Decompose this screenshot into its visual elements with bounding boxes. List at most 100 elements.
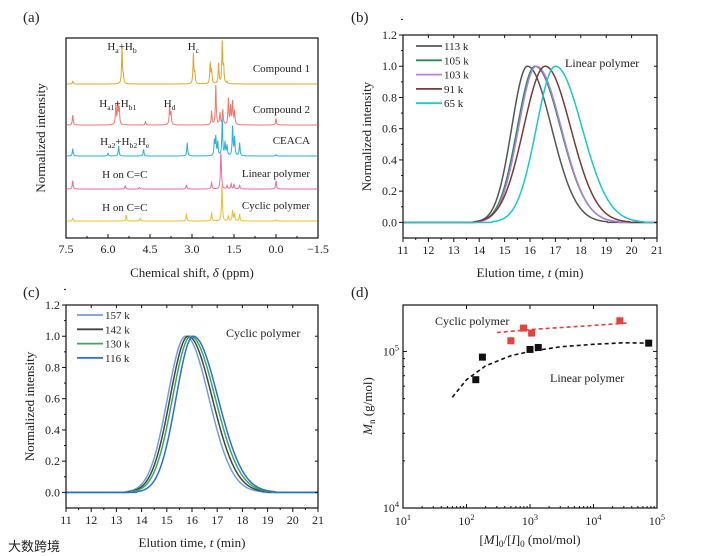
data-point-linear-polymer — [472, 376, 480, 384]
x-tick-label: 18 — [236, 513, 248, 527]
legend-label: 91 k — [444, 84, 464, 96]
peak-annotation: H on C=C — [102, 169, 147, 181]
series-label: Cyclic polymer — [242, 200, 310, 212]
text-segment: (min) — [213, 535, 245, 550]
subscript: e — [146, 141, 150, 150]
text-segment: H — [164, 98, 172, 110]
watermark: 大数跨境 — [8, 539, 60, 554]
x-tick-label: 14 — [473, 243, 485, 257]
text-segment: (ppm) — [219, 265, 254, 280]
y-tick-label: 0.2 — [45, 454, 60, 468]
text-segment: Elution time, — [477, 265, 548, 280]
superscript: 3 — [534, 513, 538, 522]
x-tick-label: 20 — [626, 243, 638, 257]
superscript: 5 — [395, 343, 399, 352]
x-tick-label: 0.0 — [269, 242, 284, 256]
gpc-curve-142k — [66, 335, 318, 494]
gpc-curve-65k — [403, 65, 657, 224]
panel-label: (c) — [23, 285, 40, 301]
x-tick-label: 102 — [458, 513, 474, 528]
x-axis-label: Elution time, t (min) — [139, 535, 246, 550]
series-label: Compound 2 — [253, 104, 310, 116]
legend-label: 113 k — [444, 41, 469, 53]
panel-c: 11 12 13 14 15 16 17 18 19 20 21 0.0 0.2 0.4 0.6 0.8 1.0… — [22, 288, 324, 550]
x-tick-label: 17 — [211, 513, 223, 527]
gpc-curve-116k — [66, 335, 318, 494]
spectrum-line-cyclic-polymer — [67, 184, 317, 222]
panel-a: Compound 1 Compound 2 CEACA Linear polymer C… — [33, 37, 329, 280]
superscript: 1 — [407, 513, 411, 522]
text-segment: H — [188, 41, 196, 53]
y-tick-label: 1.0 — [382, 59, 397, 73]
gpc-curve-157k — [66, 335, 318, 494]
text-segment: [ — [479, 532, 483, 547]
text-segment: t — [210, 535, 214, 550]
x-tick-label: 3.0 — [185, 242, 200, 256]
y-tick-label: 104 — [383, 500, 400, 515]
peak-annotation: Ha+Hb — [107, 41, 137, 55]
text-segment: +H — [114, 98, 128, 110]
series-label: CEACA — [273, 135, 310, 147]
peak-annotation: Hd — [164, 98, 176, 112]
x-tick-label: 105 — [649, 513, 665, 528]
panel-label: (b) — [351, 10, 369, 26]
data-point-linear-polymer — [534, 343, 542, 351]
legend-label: 142 k — [105, 324, 130, 336]
legend-label: 116 k — [105, 353, 130, 365]
panel-label: (a) — [23, 10, 40, 26]
text-segment: H — [99, 98, 107, 110]
text-segment: H — [100, 136, 108, 148]
subscript: n — [367, 419, 377, 424]
text-segment: Chemical shift, — [130, 265, 213, 280]
data-point-cyclic-polymer — [616, 317, 624, 325]
peak-annotation: Ha1+Hb1 — [99, 98, 136, 112]
y-tick-label: 1.0 — [45, 329, 60, 343]
data-point-linear-polymer — [645, 339, 653, 347]
text-segment: 10 — [649, 514, 661, 528]
x-tick-label: −1.5 — [307, 242, 329, 256]
subscript: 0 — [520, 539, 525, 549]
data-point-cyclic-polymer — [507, 337, 515, 345]
y-axis-label: Normalized intensity — [359, 81, 374, 191]
x-tick-label: 6.0 — [101, 242, 116, 256]
y-tick-label: 0.4 — [382, 153, 397, 167]
y-tick-label: 105 — [383, 343, 399, 358]
y-axis-label: Mn (g/mol) — [360, 377, 377, 436]
gpc-curve-130k — [66, 335, 318, 494]
y-tick-label: 0.4 — [45, 423, 60, 437]
y-tick-label: 0.2 — [382, 184, 397, 198]
x-tick-label: 18 — [575, 243, 587, 257]
subscript: a — [115, 46, 119, 55]
legend-label: 157 k — [105, 310, 130, 322]
superscript: 4 — [597, 513, 602, 522]
y-axis-label: Normalized intensity — [22, 351, 37, 461]
x-tick-label: 4.5 — [143, 242, 158, 256]
y-axis-label: Normalized intensity — [33, 83, 48, 193]
x-tick-label: 16 — [186, 513, 198, 527]
x-tick-label: 19 — [262, 513, 274, 527]
y-tick-label: 1.2 — [382, 28, 397, 42]
x-tick-label: 103 — [522, 513, 538, 528]
x-tick-label: 101 — [395, 513, 411, 528]
peak-annotation: He — [138, 136, 150, 150]
subscript: d — [172, 103, 176, 112]
x-tick-label: 7.5 — [59, 242, 74, 256]
text-segment: 10 — [585, 514, 597, 528]
text-segment: δ — [213, 265, 220, 280]
data-point-linear-polymer — [526, 345, 534, 353]
x-tick-label: 13 — [110, 513, 122, 527]
text-segment: H on C=C — [102, 202, 147, 214]
x-tick-label: 19 — [600, 243, 612, 257]
x-tick-label: 1.5 — [227, 242, 242, 256]
x-tick-label: 11 — [60, 513, 72, 527]
series-label: Compound 1 — [253, 63, 310, 75]
text-segment: M — [360, 423, 375, 436]
y-tick-label: 0.8 — [45, 360, 60, 374]
series-label-linear: Linear polymer — [550, 371, 624, 385]
subscript: b — [133, 46, 137, 55]
x-axis-label: Elution time, t (min) — [477, 265, 584, 280]
y-tick-label: 0.8 — [382, 90, 397, 104]
spectrum-line-ceaca — [66, 118, 317, 157]
superscript: 5 — [661, 513, 665, 522]
